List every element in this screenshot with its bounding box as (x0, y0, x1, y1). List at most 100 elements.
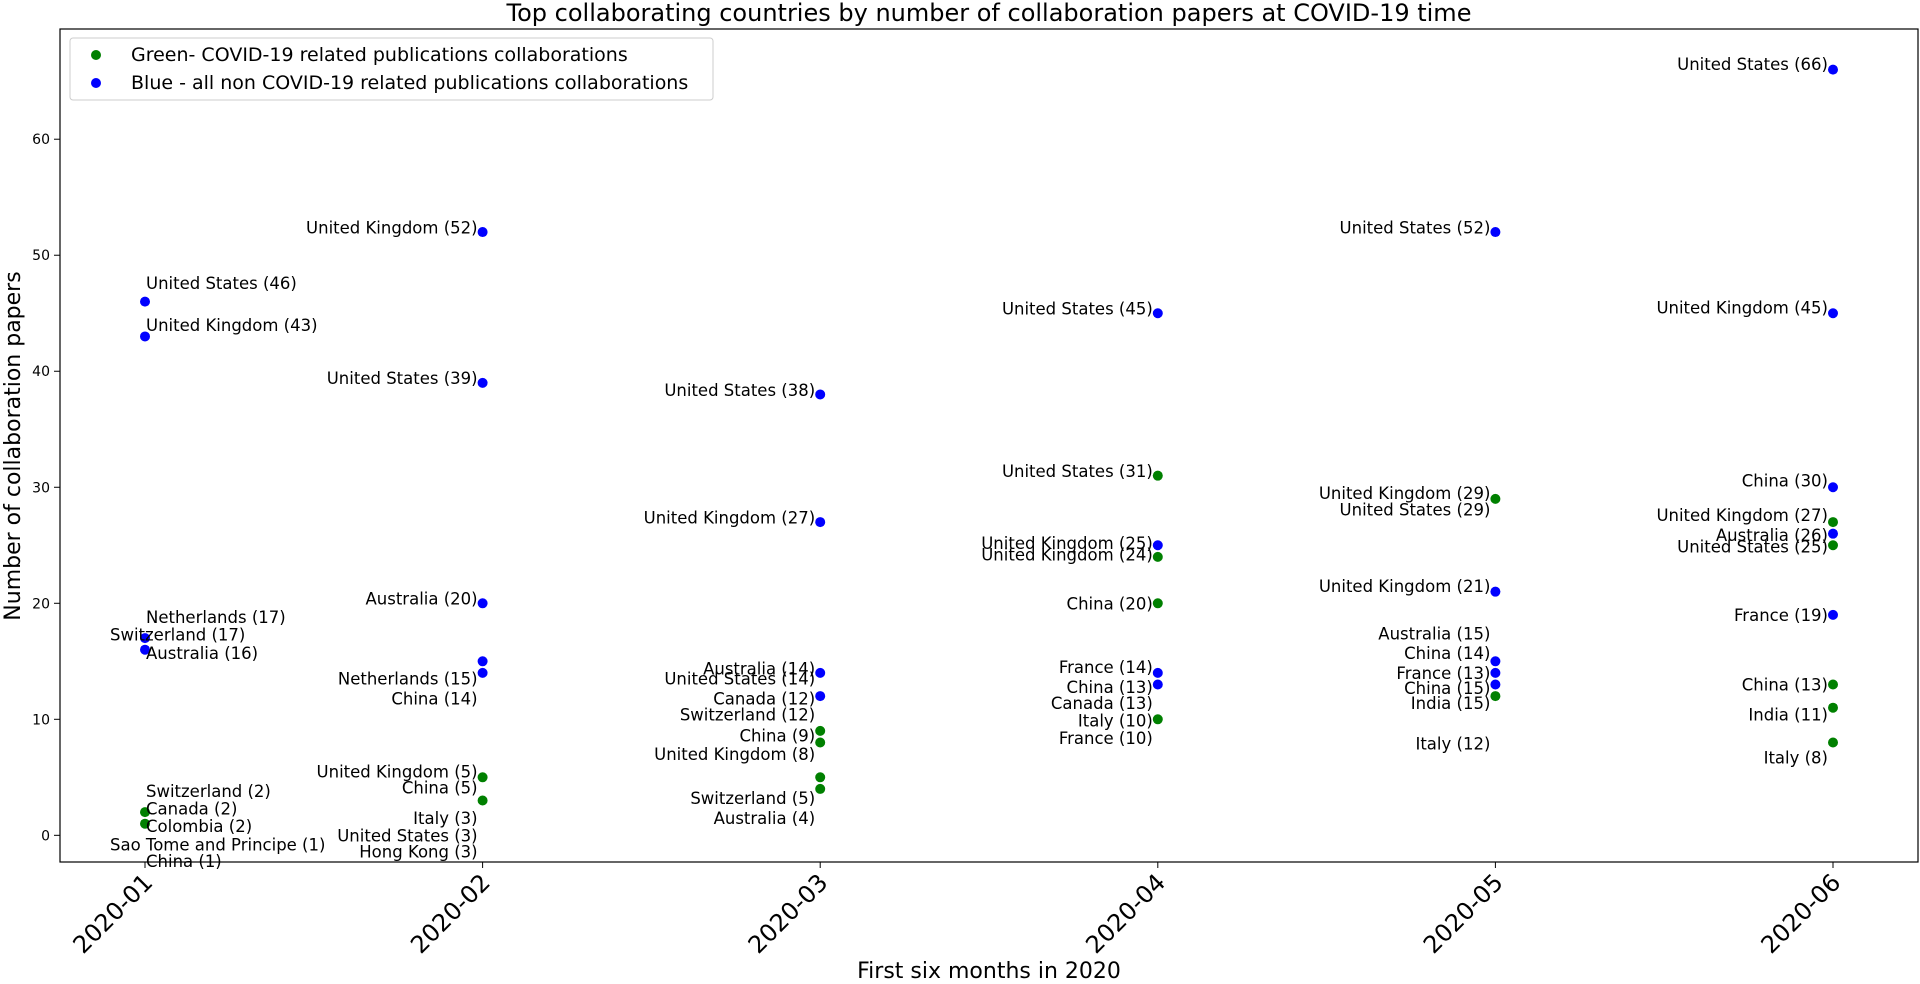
point-annotation: United States (66) (1677, 55, 1828, 74)
non-covid-point (1828, 482, 1838, 493)
point-annotation: United States (31) (1002, 462, 1153, 481)
non-covid-point (477, 656, 488, 667)
non-covid-point (140, 633, 150, 644)
point-annotation: China (20) (1067, 594, 1153, 613)
point-annotation: Canada (12) (713, 689, 815, 708)
covid-point (140, 807, 150, 818)
covid-point (477, 795, 488, 806)
non-covid-point (815, 691, 826, 702)
point-annotation: United Kingdom (43) (146, 316, 318, 335)
y-tick-label: 10 (32, 712, 50, 728)
covid-point (1152, 470, 1163, 481)
non-covid-point (1490, 656, 1501, 667)
non-covid-point (815, 517, 826, 528)
point-annotation: Canada (2) (146, 800, 237, 819)
covid-point (1152, 551, 1163, 562)
point-annotation: United Kingdom (8) (654, 745, 815, 764)
non-covid-point (1490, 679, 1501, 690)
covid-point (1828, 540, 1838, 551)
covid-point (1828, 737, 1838, 748)
point-annotation: China (15) (1404, 679, 1490, 698)
point-annotation: China (9) (739, 727, 815, 746)
non-covid-point (1152, 679, 1163, 690)
point-annotation: Hong Kong (3) (359, 843, 477, 862)
point-annotation: Australia (14) (703, 659, 815, 678)
non-covid-point (1828, 308, 1838, 319)
point-annotation: United Kingdom (5) (317, 763, 478, 782)
non-covid-point (1828, 64, 1838, 75)
covid-point (477, 772, 488, 783)
point-annotation: United States (14) (664, 670, 815, 689)
point-annotation: Australia (16) (146, 644, 258, 663)
point-annotation: France (10) (1059, 729, 1153, 748)
point-annotation: Switzerland (2) (146, 782, 271, 801)
non-covid-point (140, 296, 150, 307)
point-annotation: Australia (4) (714, 809, 816, 828)
legend-box (69, 37, 714, 101)
covid-point (140, 818, 150, 829)
point-annotation: United Kingdom (52) (306, 218, 478, 237)
covid-point (815, 772, 826, 783)
point-annotation: Netherlands (15) (338, 670, 478, 689)
point-annotation: United States (39) (327, 369, 478, 388)
non-covid-point (140, 331, 150, 342)
non-covid-point (1828, 528, 1838, 539)
covid-point (815, 737, 826, 748)
y-tick-label: 60 (32, 132, 50, 148)
non-covid-point (1490, 667, 1501, 678)
point-annotation: Switzerland (17) (110, 626, 245, 645)
y-tick-label: 40 (32, 364, 50, 380)
covid-point (815, 725, 826, 736)
point-annotation: China (30) (1742, 471, 1828, 490)
point-annotation: France (14) (1059, 658, 1153, 677)
point-annotation: United States (52) (1340, 218, 1491, 237)
y-tick-label: 20 (32, 596, 50, 612)
covid-point (1152, 598, 1163, 609)
point-annotation: Canada (13) (1051, 694, 1153, 713)
point-annotation: China (1) (146, 852, 222, 871)
point-annotation: Italy (12) (1415, 735, 1490, 754)
point-annotation: United Kingdom (21) (1319, 577, 1491, 596)
point-annotation: Australia (26) (1716, 526, 1828, 545)
covid-point (1828, 702, 1838, 713)
point-annotation: United Kingdom (24) (981, 546, 1153, 565)
non-covid-point (140, 644, 150, 655)
legend-marker-covid (91, 50, 101, 60)
point-annotation: United Kingdom (25) (981, 534, 1153, 553)
non-covid-point (477, 598, 488, 609)
covid-point (1828, 517, 1838, 528)
non-covid-point (1490, 586, 1501, 597)
non-covid-point (1152, 308, 1163, 319)
point-annotation: United States (38) (664, 381, 815, 400)
point-annotation: China (5) (402, 779, 478, 798)
covid-point (1152, 714, 1163, 725)
non-covid-point (815, 389, 826, 400)
point-annotation: United States (25) (1677, 537, 1828, 556)
point-annotation: Australia (15) (1378, 624, 1490, 643)
non-covid-point (1490, 227, 1501, 238)
non-covid-point (477, 227, 488, 238)
point-annotation: India (11) (1748, 706, 1828, 725)
point-annotation: India (15) (1411, 694, 1491, 713)
point-annotation: France (19) (1734, 606, 1828, 625)
point-annotation: United States (45) (1002, 300, 1153, 319)
point-annotation: Netherlands (17) (146, 608, 286, 627)
point-annotation: United Kingdom (27) (1656, 506, 1828, 525)
point-annotation: Italy (10) (1078, 711, 1153, 730)
non-covid-point (1828, 609, 1838, 620)
point-annotation: China (13) (1067, 678, 1153, 697)
non-covid-point (477, 377, 488, 388)
point-annotation: Australia (20) (365, 590, 477, 609)
covid-point (1490, 493, 1501, 504)
point-annotation: Sao Tome and Principe (1) (110, 836, 325, 855)
covid-point (815, 783, 826, 794)
point-annotation: United States (46) (146, 274, 297, 293)
legend-marker-non-covid (91, 78, 101, 88)
non-covid-point (1152, 667, 1163, 678)
y-tick-label: 50 (32, 248, 50, 264)
point-annotation: Switzerland (5) (690, 789, 815, 808)
point-annotation: United Kingdom (27) (644, 508, 816, 527)
chart-title: Top collaborating countries by number of… (506, 0, 1472, 27)
